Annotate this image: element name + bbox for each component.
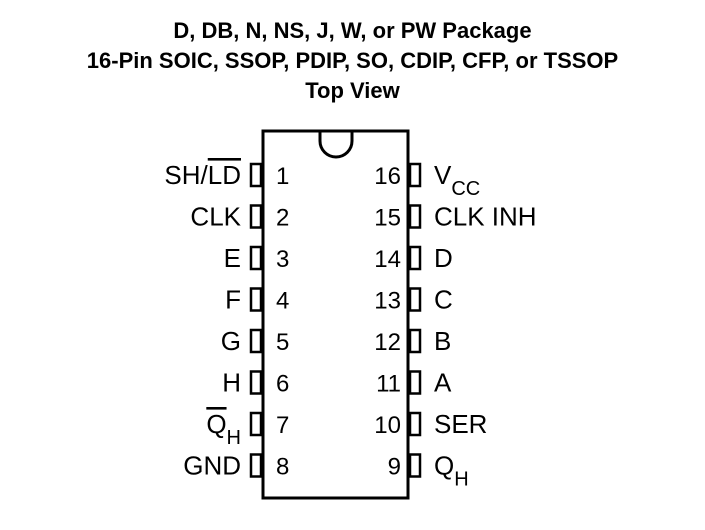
pin-lead-right [408,370,422,395]
pin-number: 15 [374,205,401,232]
pin-label: H [222,368,241,398]
pin-lead-left [249,287,263,312]
pin-label: VCC [434,160,480,200]
view-label: Top View [305,78,400,103]
pin-number: 1 [276,163,289,190]
pin-number: 13 [374,288,401,315]
pin-label: SER [434,409,487,439]
pin-number: 2 [276,205,289,232]
pin-lead-left [249,328,263,354]
pin-label: G [221,326,241,356]
pin-number: 4 [276,288,289,315]
ic-body [261,129,410,500]
pin-label: E [224,243,241,273]
pin-label: CLK [190,202,241,232]
pin-number: 10 [374,412,401,439]
pin-lead-left [249,162,263,188]
package-title: D, DB, N, NS, J, W, or PW Package [173,18,532,43]
pin-number: 14 [374,246,401,273]
pin-label: CLK INH [434,202,537,232]
pin-label: C [434,285,453,315]
pin-number: 12 [374,329,401,356]
pin-lead-left [249,245,263,271]
pin-number: 6 [276,371,289,398]
pin-label: GND [183,451,241,481]
pin-number: 3 [276,246,289,273]
pin-label: QH [206,409,241,449]
pin-lead-right [408,287,422,312]
pin-lead-right [408,411,422,437]
pin-label: B [434,326,451,356]
pin-number: 7 [276,412,289,439]
pin-lead-right [408,162,422,188]
pin-lead-right [408,453,422,478]
pin-number: 11 [376,371,401,398]
pin-label: QH [434,451,469,491]
pin-lead-right [408,204,422,229]
pin-label: D [434,243,453,273]
pin-label: SH/LD [164,160,241,190]
pin1-notch [318,131,354,159]
package-subtitle: 16-Pin SOIC, SSOP, PDIP, SO, CDIP, CFP, … [86,48,619,73]
pin-lead-right [408,245,422,271]
pin-number: 8 [276,454,289,481]
pin-lead-left [249,204,263,229]
pin-label: F [225,285,241,315]
pin-label: A [434,368,452,398]
pin-lead-left [249,453,263,478]
pin-number: 5 [276,329,289,356]
pin-lead-right [408,328,422,354]
pin-number: 9 [388,454,401,481]
pin-group: 1 SH/LD 2 CLK 3 E 4 F 5 G 6 H 7 QH 8 GND 16 VCC 15 CLK INH 1… [164,160,536,491]
pin-number: 16 [374,163,401,190]
pin-lead-left [249,411,263,437]
pin-lead-left [249,370,263,395]
